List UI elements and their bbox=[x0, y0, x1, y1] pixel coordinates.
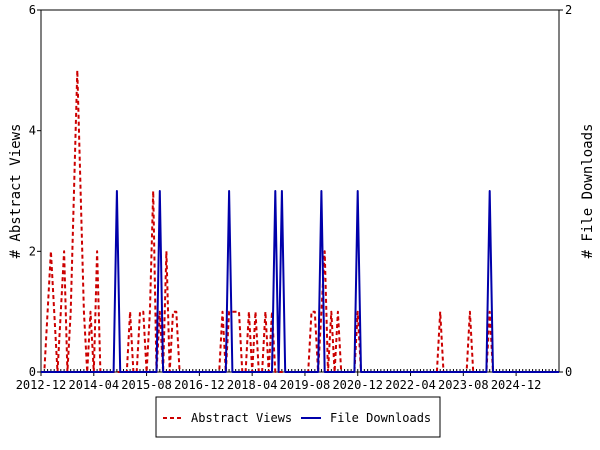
x-tick-label: 2012-12 bbox=[16, 378, 67, 392]
x-tick-label: 2019-08 bbox=[280, 378, 331, 392]
y-right-tick-label: 0 bbox=[565, 365, 572, 379]
y-left-tick-label: 4 bbox=[29, 124, 36, 138]
x-tick-label: 2020-12 bbox=[332, 378, 383, 392]
y-axis-ticks: 0 2 4 6 0 2 bbox=[29, 3, 572, 379]
x-tick-label: 2014-04 bbox=[69, 378, 120, 392]
series-layer bbox=[41, 69, 559, 373]
x-tick-label: 2015-08 bbox=[121, 378, 172, 392]
x-tick-label: 2018-04 bbox=[227, 378, 278, 392]
x-axis-ticks: 2012-12 2014-04 2015-08 2016-12 2018-04 2019-… bbox=[16, 369, 560, 392]
plot-area bbox=[40, 9, 560, 373]
y-left-tick-label: 2 bbox=[29, 244, 36, 258]
y-left-tick-label: 6 bbox=[29, 3, 36, 17]
x-tick-label: 2016-12 bbox=[174, 378, 225, 392]
series-line-file-downloads bbox=[41, 190, 559, 373]
x-tick-label: 2024-12 bbox=[491, 378, 542, 392]
legend-box bbox=[155, 396, 441, 438]
x-tick-label: 2023-08 bbox=[438, 378, 489, 392]
x-tick-label: 2022-04 bbox=[385, 378, 436, 392]
right-axis-title: # File Downloads bbox=[580, 124, 596, 259]
legend: Abstract Views File Downloads bbox=[155, 396, 441, 438]
left-axis-title: # Abstract Views bbox=[8, 124, 24, 259]
y-right-tick-label: 2 bbox=[565, 3, 572, 17]
legend-label-abstract-views: Abstract Views bbox=[191, 411, 292, 425]
legend-label-file-downloads: File Downloads bbox=[330, 411, 431, 425]
y-left-tick-label: 0 bbox=[29, 365, 36, 379]
